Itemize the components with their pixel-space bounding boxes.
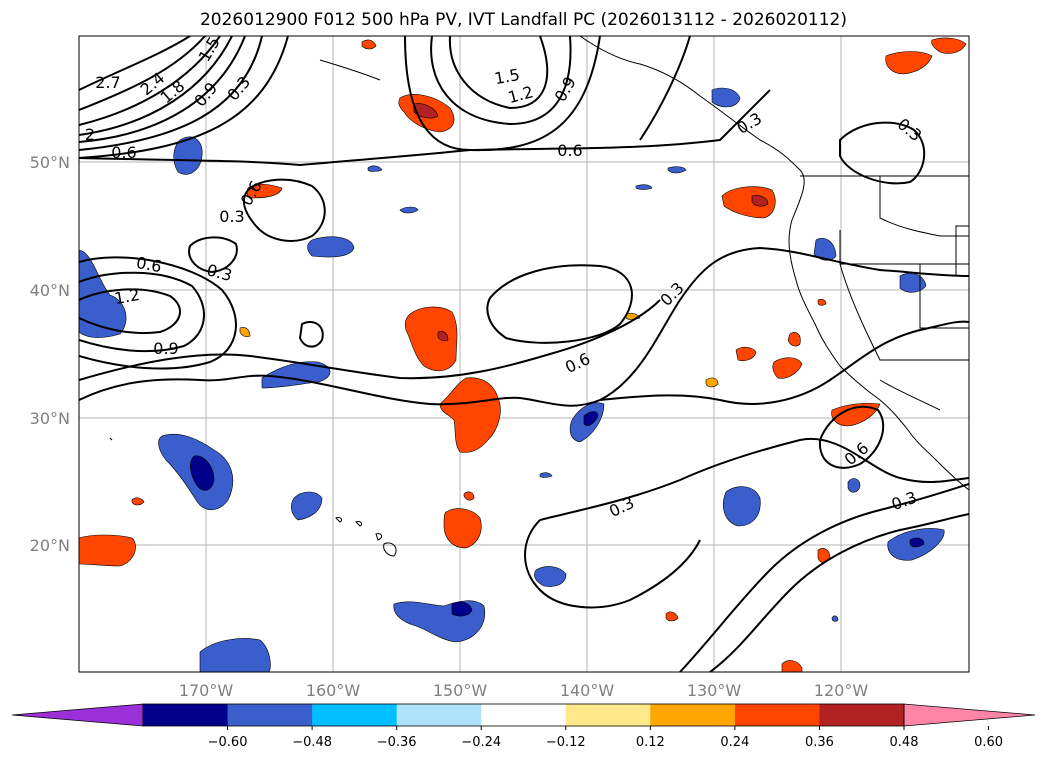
colorbar-tick-label: −0.12 <box>546 735 586 750</box>
lon-label: 120°W <box>814 681 869 700</box>
map-frame <box>78 35 970 673</box>
patch-pos <box>443 508 482 549</box>
patch-neg <box>451 601 473 617</box>
lat-label: 30°N <box>30 409 70 428</box>
lon-label: 140°W <box>560 681 615 700</box>
patch-neg <box>399 206 419 214</box>
colorbar-ticks: −0.60 −0.48 −0.36 −0.24 −0.12 0.12 0.24 0.36 0.4… <box>208 726 1003 750</box>
lat-label: 50°N <box>30 153 70 172</box>
colorbar-segment <box>819 704 905 726</box>
patch-neg <box>723 486 761 527</box>
patch-neg <box>711 87 741 108</box>
chart-title: 2026012900 F012 500 hPa PV, IVT Landfall… <box>199 10 847 30</box>
patch-pos <box>751 195 769 207</box>
patch-pos <box>361 39 377 50</box>
patch-pos <box>665 611 679 622</box>
positive-anomaly-patches <box>79 37 967 672</box>
patch-neg <box>199 638 271 672</box>
lat-label: 20°N <box>30 536 70 555</box>
lon-label: 170°W <box>179 681 234 700</box>
contour-label: 2.7 <box>95 73 120 92</box>
patch-pos <box>772 357 803 379</box>
colorbar-tick-label: 0.48 <box>890 735 919 750</box>
colorbar-segment <box>481 704 567 726</box>
colorbar-tick-label: −0.36 <box>377 735 417 750</box>
patch-neg <box>190 455 215 491</box>
contour-label: 1.5 <box>493 65 521 88</box>
patch-neg <box>831 615 839 622</box>
contour-lines <box>79 36 969 672</box>
colorbar-tick-label: −0.60 <box>208 735 248 750</box>
patch-pos <box>721 186 776 219</box>
lat-label: 40°N <box>30 281 70 300</box>
patch-pos <box>931 37 967 54</box>
patch-neg <box>173 136 203 175</box>
patch-neg <box>539 472 553 478</box>
patch-pos <box>79 534 136 567</box>
colorbar-tick-label: −0.24 <box>461 735 501 750</box>
longitude-labels: 170°W 160°W 150°W 140°W 130°W 120°W <box>179 681 869 700</box>
patch-pos <box>787 332 801 347</box>
patch-neg <box>307 236 355 258</box>
colorbar-tick-label: 0.60 <box>974 735 1003 750</box>
colorbar-segment <box>143 704 229 726</box>
colorbar-extend-low <box>11 703 144 727</box>
colorbar-extend-high <box>903 703 1036 727</box>
colorbar-segment <box>227 704 313 726</box>
contour-label: 0.6 <box>557 141 582 160</box>
patch-pos <box>246 183 283 199</box>
patch-pos <box>131 497 145 506</box>
colorbar-segment <box>396 704 482 726</box>
patch-pos <box>705 377 719 388</box>
contour-label: 0.9 <box>153 339 178 358</box>
patch-neg <box>667 166 687 174</box>
patch-pos <box>404 306 458 372</box>
patch-pos <box>781 660 803 672</box>
colorbar-tick-label: 0.24 <box>720 735 749 750</box>
patch-pos <box>463 491 475 501</box>
patch-neg <box>291 491 323 521</box>
patch-neg <box>909 537 925 548</box>
colorbar-tick-label: 0.36 <box>805 735 834 750</box>
coastlines <box>109 36 969 557</box>
lon-label: 150°W <box>433 681 488 700</box>
contour-label: 1.2 <box>113 285 141 308</box>
negative-anomaly-patches <box>79 87 945 672</box>
patch-pos <box>735 346 757 362</box>
contour-label: 0.3 <box>219 207 244 226</box>
contour-label: 0.6 <box>135 253 163 276</box>
patch-neg <box>583 411 599 426</box>
colorbar-tick-label: −0.48 <box>292 735 332 750</box>
contour-label: 2 <box>85 125 95 144</box>
patch-pos <box>831 402 881 427</box>
latitude-labels: 50°N 40°N 30°N 20°N <box>30 153 70 555</box>
patch-neg <box>847 478 861 493</box>
patch-pos <box>437 331 449 342</box>
colorbar-segment <box>565 704 651 726</box>
patch-pos <box>885 51 933 75</box>
patch-pos <box>439 377 501 453</box>
patch-neg <box>79 249 127 338</box>
contour-label: 0.6 <box>111 143 136 162</box>
patch-neg <box>534 566 567 587</box>
patch-neg <box>635 184 653 190</box>
colorbar-outline <box>142 703 905 727</box>
colorbar <box>11 703 1036 727</box>
lon-label: 160°W <box>306 681 361 700</box>
colorbar-segment <box>734 704 820 726</box>
lon-label: 130°W <box>687 681 742 700</box>
colorbar-segment <box>312 704 398 726</box>
patch-pos <box>239 327 251 338</box>
patch-neg <box>367 165 383 172</box>
colorbar-tick-label: 0.12 <box>636 735 665 750</box>
colorbar-segment <box>650 704 736 726</box>
patch-pos <box>817 298 827 306</box>
